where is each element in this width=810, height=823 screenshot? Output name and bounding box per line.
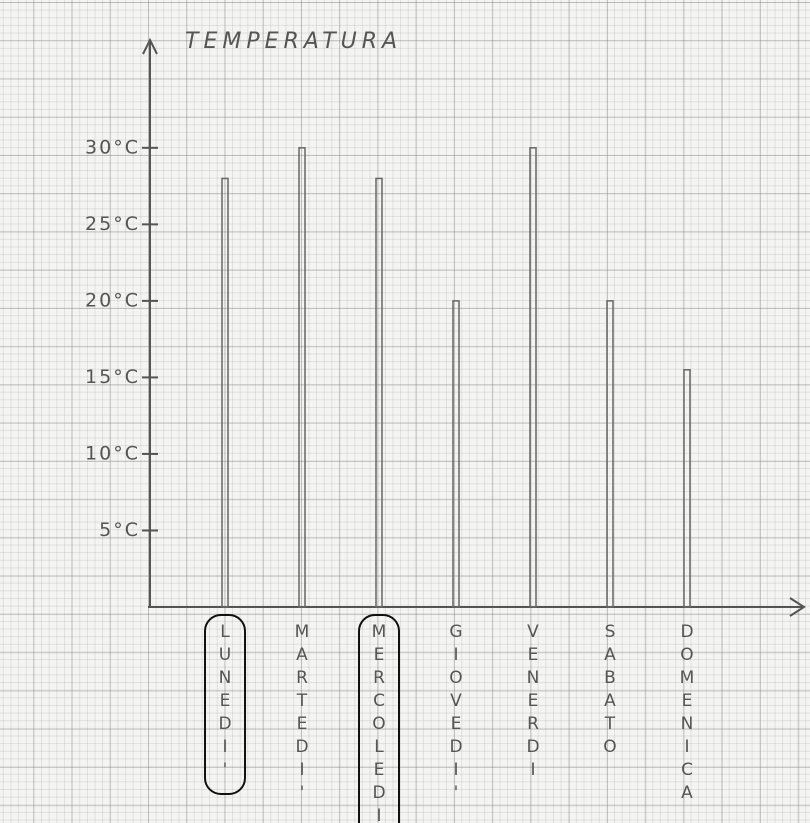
bar [530, 148, 536, 607]
bar [222, 178, 228, 607]
chart: TEMPERATURA 5°C 10°C 15°C 20°C 25°C 30°C LUNED… [0, 0, 810, 823]
x-tick-label: GIOVEDI' [446, 622, 466, 806]
x-tick-label: DOMENICA [677, 622, 697, 806]
bar [376, 178, 382, 607]
chart-title: TEMPERATURA [185, 29, 402, 54]
y-tick-label: 15°C [85, 366, 140, 388]
bar [684, 370, 690, 607]
page: {"chart_data": {"type": "bar", "title": … [0, 0, 810, 823]
bar [453, 301, 459, 607]
y-tick-label: 20°C [85, 289, 140, 311]
y-tick-label: 25°C [85, 213, 140, 235]
x-tick-label: MERCOLEDI [369, 622, 389, 823]
x-tick-label: VENERDI [523, 622, 543, 783]
x-tick-label: LUNEDI' [215, 622, 235, 783]
y-tick-label: 10°C [85, 442, 140, 464]
x-tick-label: SABATO [600, 622, 620, 760]
bar [299, 148, 305, 607]
x-tick-label: MARTEDI' [292, 622, 312, 806]
y-tick-label: 30°C [85, 136, 140, 158]
y-tick-label: 5°C [99, 519, 140, 541]
bar [607, 301, 613, 607]
